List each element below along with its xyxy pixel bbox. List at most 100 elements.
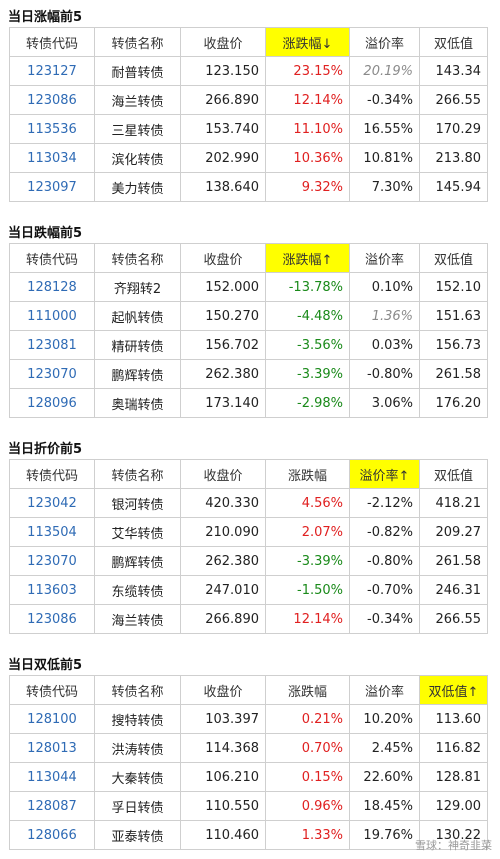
col-change: 23.15% — [265, 56, 350, 86]
table-row: 123042 银河转债 420.330 4.56% -2.12% 418.21 — [9, 488, 488, 518]
col-dual-low: 266.55 — [419, 604, 488, 634]
col-close: 150.270 — [180, 301, 266, 331]
header-col-premium: 溢价率 — [349, 243, 420, 273]
col-close: 210.090 — [180, 517, 266, 547]
col-change: 9.32% — [265, 172, 350, 202]
header-col-change[interactable]: 涨跌幅↓ — [265, 27, 350, 57]
col-code[interactable]: 123081 — [9, 330, 95, 360]
col-dual-low: 116.82 — [419, 733, 488, 763]
col-code[interactable]: 111000 — [9, 301, 95, 331]
col-name: 海兰转债 — [94, 85, 181, 115]
table-row: 128128 齐翔转2 152.000 -13.78% 0.10% 152.10 — [9, 272, 488, 302]
header-col-change: 涨跌幅 — [265, 675, 350, 705]
col-name: 齐翔转2 — [94, 272, 181, 302]
col-close: 110.550 — [180, 791, 266, 821]
header-col-name: 转债名称 — [94, 675, 181, 705]
table-row: 113603 东缆转债 247.010 -1.50% -0.70% 246.31 — [9, 575, 488, 605]
col-name: 大秦转债 — [94, 762, 181, 792]
col-close: 247.010 — [180, 575, 266, 605]
col-code[interactable]: 128096 — [9, 388, 95, 418]
col-code[interactable]: 113504 — [9, 517, 95, 547]
col-premium: 10.81% — [349, 143, 420, 173]
col-premium: 20.19% — [349, 56, 420, 86]
col-name: 美力转债 — [94, 172, 181, 202]
col-name: 搜特转债 — [94, 704, 181, 734]
col-dual-low: 130.22 — [419, 820, 488, 850]
col-code[interactable]: 128128 — [9, 272, 95, 302]
col-code[interactable]: 113536 — [9, 114, 95, 144]
col-premium: 22.60% — [349, 762, 420, 792]
col-name: 三星转债 — [94, 114, 181, 144]
col-premium: 18.45% — [349, 791, 420, 821]
col-code[interactable]: 123086 — [9, 85, 95, 115]
table-row: 128100 搜特转债 103.397 0.21% 10.20% 113.60 — [9, 704, 488, 734]
col-code[interactable]: 123127 — [9, 56, 95, 86]
table-header-row: 转债代码 转债名称 收盘价 涨跌幅 溢价率↑ 双低值 — [9, 459, 488, 489]
col-close: 153.740 — [180, 114, 266, 144]
col-close: 420.330 — [180, 488, 266, 518]
col-code[interactable]: 128100 — [9, 704, 95, 734]
col-premium: 2.45% — [349, 733, 420, 763]
header-col-premium: 溢价率 — [349, 27, 420, 57]
col-name: 东缆转债 — [94, 575, 181, 605]
col-code[interactable]: 123097 — [9, 172, 95, 202]
col-code[interactable]: 123070 — [9, 546, 95, 576]
col-premium: 16.55% — [349, 114, 420, 144]
table-row: 123086 海兰转债 266.890 12.14% -0.34% 266.55 — [9, 85, 488, 115]
bond-table: 转债代码 转债名称 收盘价 涨跌幅 溢价率 双低值↑ 128100 搜特转债 103.397 0.… — [9, 675, 488, 850]
col-change: 4.56% — [265, 488, 350, 518]
col-code[interactable]: 113044 — [9, 762, 95, 792]
col-change: -4.48% — [265, 301, 350, 331]
col-code[interactable]: 128066 — [9, 820, 95, 850]
col-premium: 7.30% — [349, 172, 420, 202]
header-col-change[interactable]: 涨跌幅↑ — [265, 243, 350, 273]
col-code[interactable]: 113034 — [9, 143, 95, 173]
col-change: 0.21% — [265, 704, 350, 734]
col-change: 2.07% — [265, 517, 350, 547]
col-dual-low: 170.29 — [419, 114, 488, 144]
col-premium: 3.06% — [349, 388, 420, 418]
col-change: -1.50% — [265, 575, 350, 605]
col-premium: -0.82% — [349, 517, 420, 547]
header-col-close: 收盘价 — [180, 675, 266, 705]
col-dual-low: 266.55 — [419, 85, 488, 115]
col-premium: 1.36% — [349, 301, 420, 331]
col-change: -3.39% — [265, 546, 350, 576]
col-close: 114.368 — [180, 733, 266, 763]
col-code[interactable]: 123070 — [9, 359, 95, 389]
col-code[interactable]: 123086 — [9, 604, 95, 634]
col-close: 202.990 — [180, 143, 266, 173]
table-row: 123070 鹏辉转债 262.380 -3.39% -0.80% 261.58 — [9, 546, 488, 576]
header-col-code: 转债代码 — [9, 675, 95, 705]
col-code[interactable]: 128013 — [9, 733, 95, 763]
col-premium: 0.03% — [349, 330, 420, 360]
col-dual-low: 213.80 — [419, 143, 488, 173]
col-dual-low: 209.27 — [419, 517, 488, 547]
col-name: 洪涛转债 — [94, 733, 181, 763]
col-name: 滨化转债 — [94, 143, 181, 173]
col-dual-low: 261.58 — [419, 546, 488, 576]
header-col-dual-low[interactable]: 双低值↑ — [419, 675, 488, 705]
col-close: 156.702 — [180, 330, 266, 360]
section-title: 当日涨幅前5 — [8, 10, 83, 25]
header-col-close: 收盘价 — [180, 27, 266, 57]
col-close: 106.210 — [180, 762, 266, 792]
col-dual-low: 113.60 — [419, 704, 488, 734]
table-header-row: 转债代码 转债名称 收盘价 涨跌幅 溢价率 双低值↑ — [9, 675, 488, 705]
col-name: 银河转债 — [94, 488, 181, 518]
col-change: 1.33% — [265, 820, 350, 850]
col-dual-low: 143.34 — [419, 56, 488, 86]
table-row: 123070 鹏辉转债 262.380 -3.39% -0.80% 261.58 — [9, 359, 488, 389]
header-col-name: 转债名称 — [94, 27, 181, 57]
col-premium: -0.34% — [349, 604, 420, 634]
col-code[interactable]: 113603 — [9, 575, 95, 605]
col-name: 海兰转债 — [94, 604, 181, 634]
header-col-premium[interactable]: 溢价率↑ — [349, 459, 420, 489]
col-dual-low: 128.81 — [419, 762, 488, 792]
table-row: 128087 孚日转债 110.550 0.96% 18.45% 129.00 — [9, 791, 488, 821]
col-dual-low: 145.94 — [419, 172, 488, 202]
col-code[interactable]: 123042 — [9, 488, 95, 518]
table-row: 111000 起帆转债 150.270 -4.48% 1.36% 151.63 — [9, 301, 488, 331]
header-col-code: 转债代码 — [9, 459, 95, 489]
col-code[interactable]: 128087 — [9, 791, 95, 821]
